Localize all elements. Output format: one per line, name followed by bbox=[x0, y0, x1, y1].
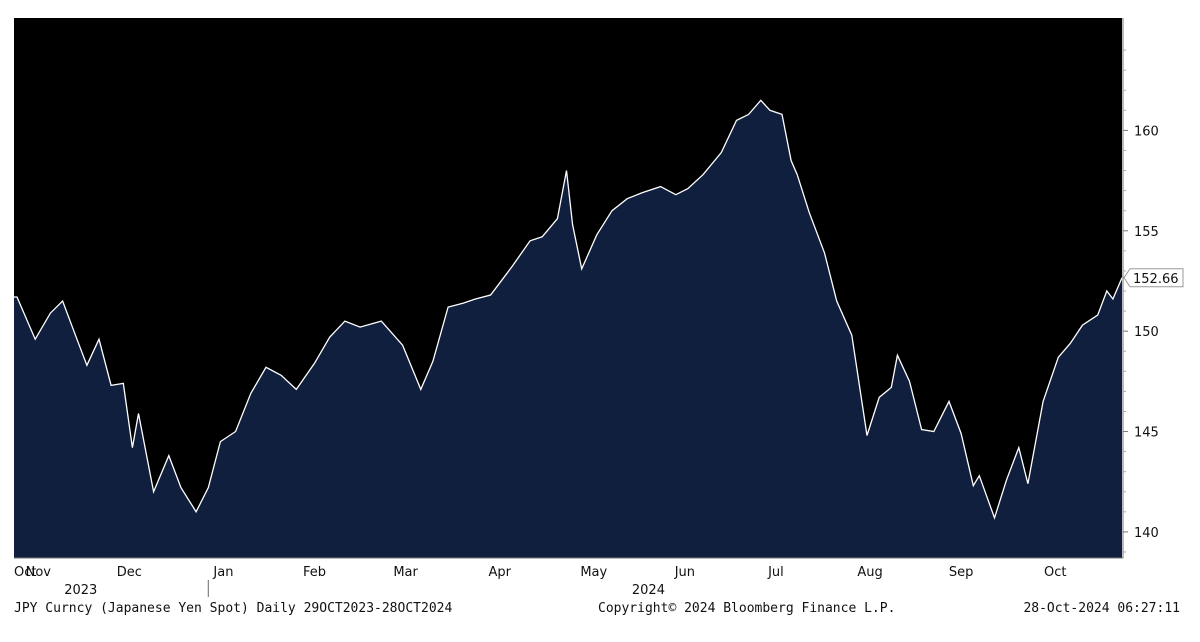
x-month-label: Jun bbox=[674, 565, 695, 580]
x-month-label: May bbox=[580, 565, 607, 580]
x-month-label: Aug bbox=[857, 565, 882, 580]
price-area bbox=[14, 100, 1122, 559]
x-month-label: Jul bbox=[767, 565, 784, 580]
last-value-marker: 152.66 bbox=[1123, 268, 1184, 288]
x-month-label: Jan bbox=[212, 565, 233, 580]
footer-copyright: Copyright© 2024 Bloomberg Finance L.P. bbox=[598, 601, 896, 616]
x-year-label: 2023 bbox=[64, 583, 97, 598]
x-month-label: Dec bbox=[117, 565, 142, 580]
y-tick-label: 140 bbox=[1134, 526, 1159, 541]
y-tick-label: 160 bbox=[1134, 124, 1159, 139]
last-value-box bbox=[1123, 268, 1184, 288]
x-month-label: Mar bbox=[393, 565, 418, 580]
x-month-label: Nov bbox=[26, 565, 52, 580]
x-month-label: Feb bbox=[303, 565, 326, 580]
x-year-label: 2024 bbox=[632, 583, 665, 598]
x-month-label: Apr bbox=[488, 565, 511, 580]
x-month-label: Oct bbox=[14, 565, 36, 580]
y-tick-label: 155 bbox=[1134, 225, 1159, 240]
y-axis-ticks: 140 145 150 155 160 bbox=[1123, 49, 1159, 553]
footer-ticker: JPY Curncy (Japanese Yen Spot) Daily 29O… bbox=[14, 601, 453, 616]
y-tick-label: 145 bbox=[1134, 426, 1159, 441]
footer-timestamp: 28-Oct-2024 06:27:11 bbox=[1023, 601, 1180, 616]
x-month-label: Oct bbox=[1044, 565, 1066, 580]
x-month-label: Sep bbox=[949, 565, 974, 580]
y-tick-label: 150 bbox=[1134, 325, 1159, 340]
last-value-label: 152.66 bbox=[1133, 272, 1179, 287]
price-line bbox=[14, 99, 1123, 520]
